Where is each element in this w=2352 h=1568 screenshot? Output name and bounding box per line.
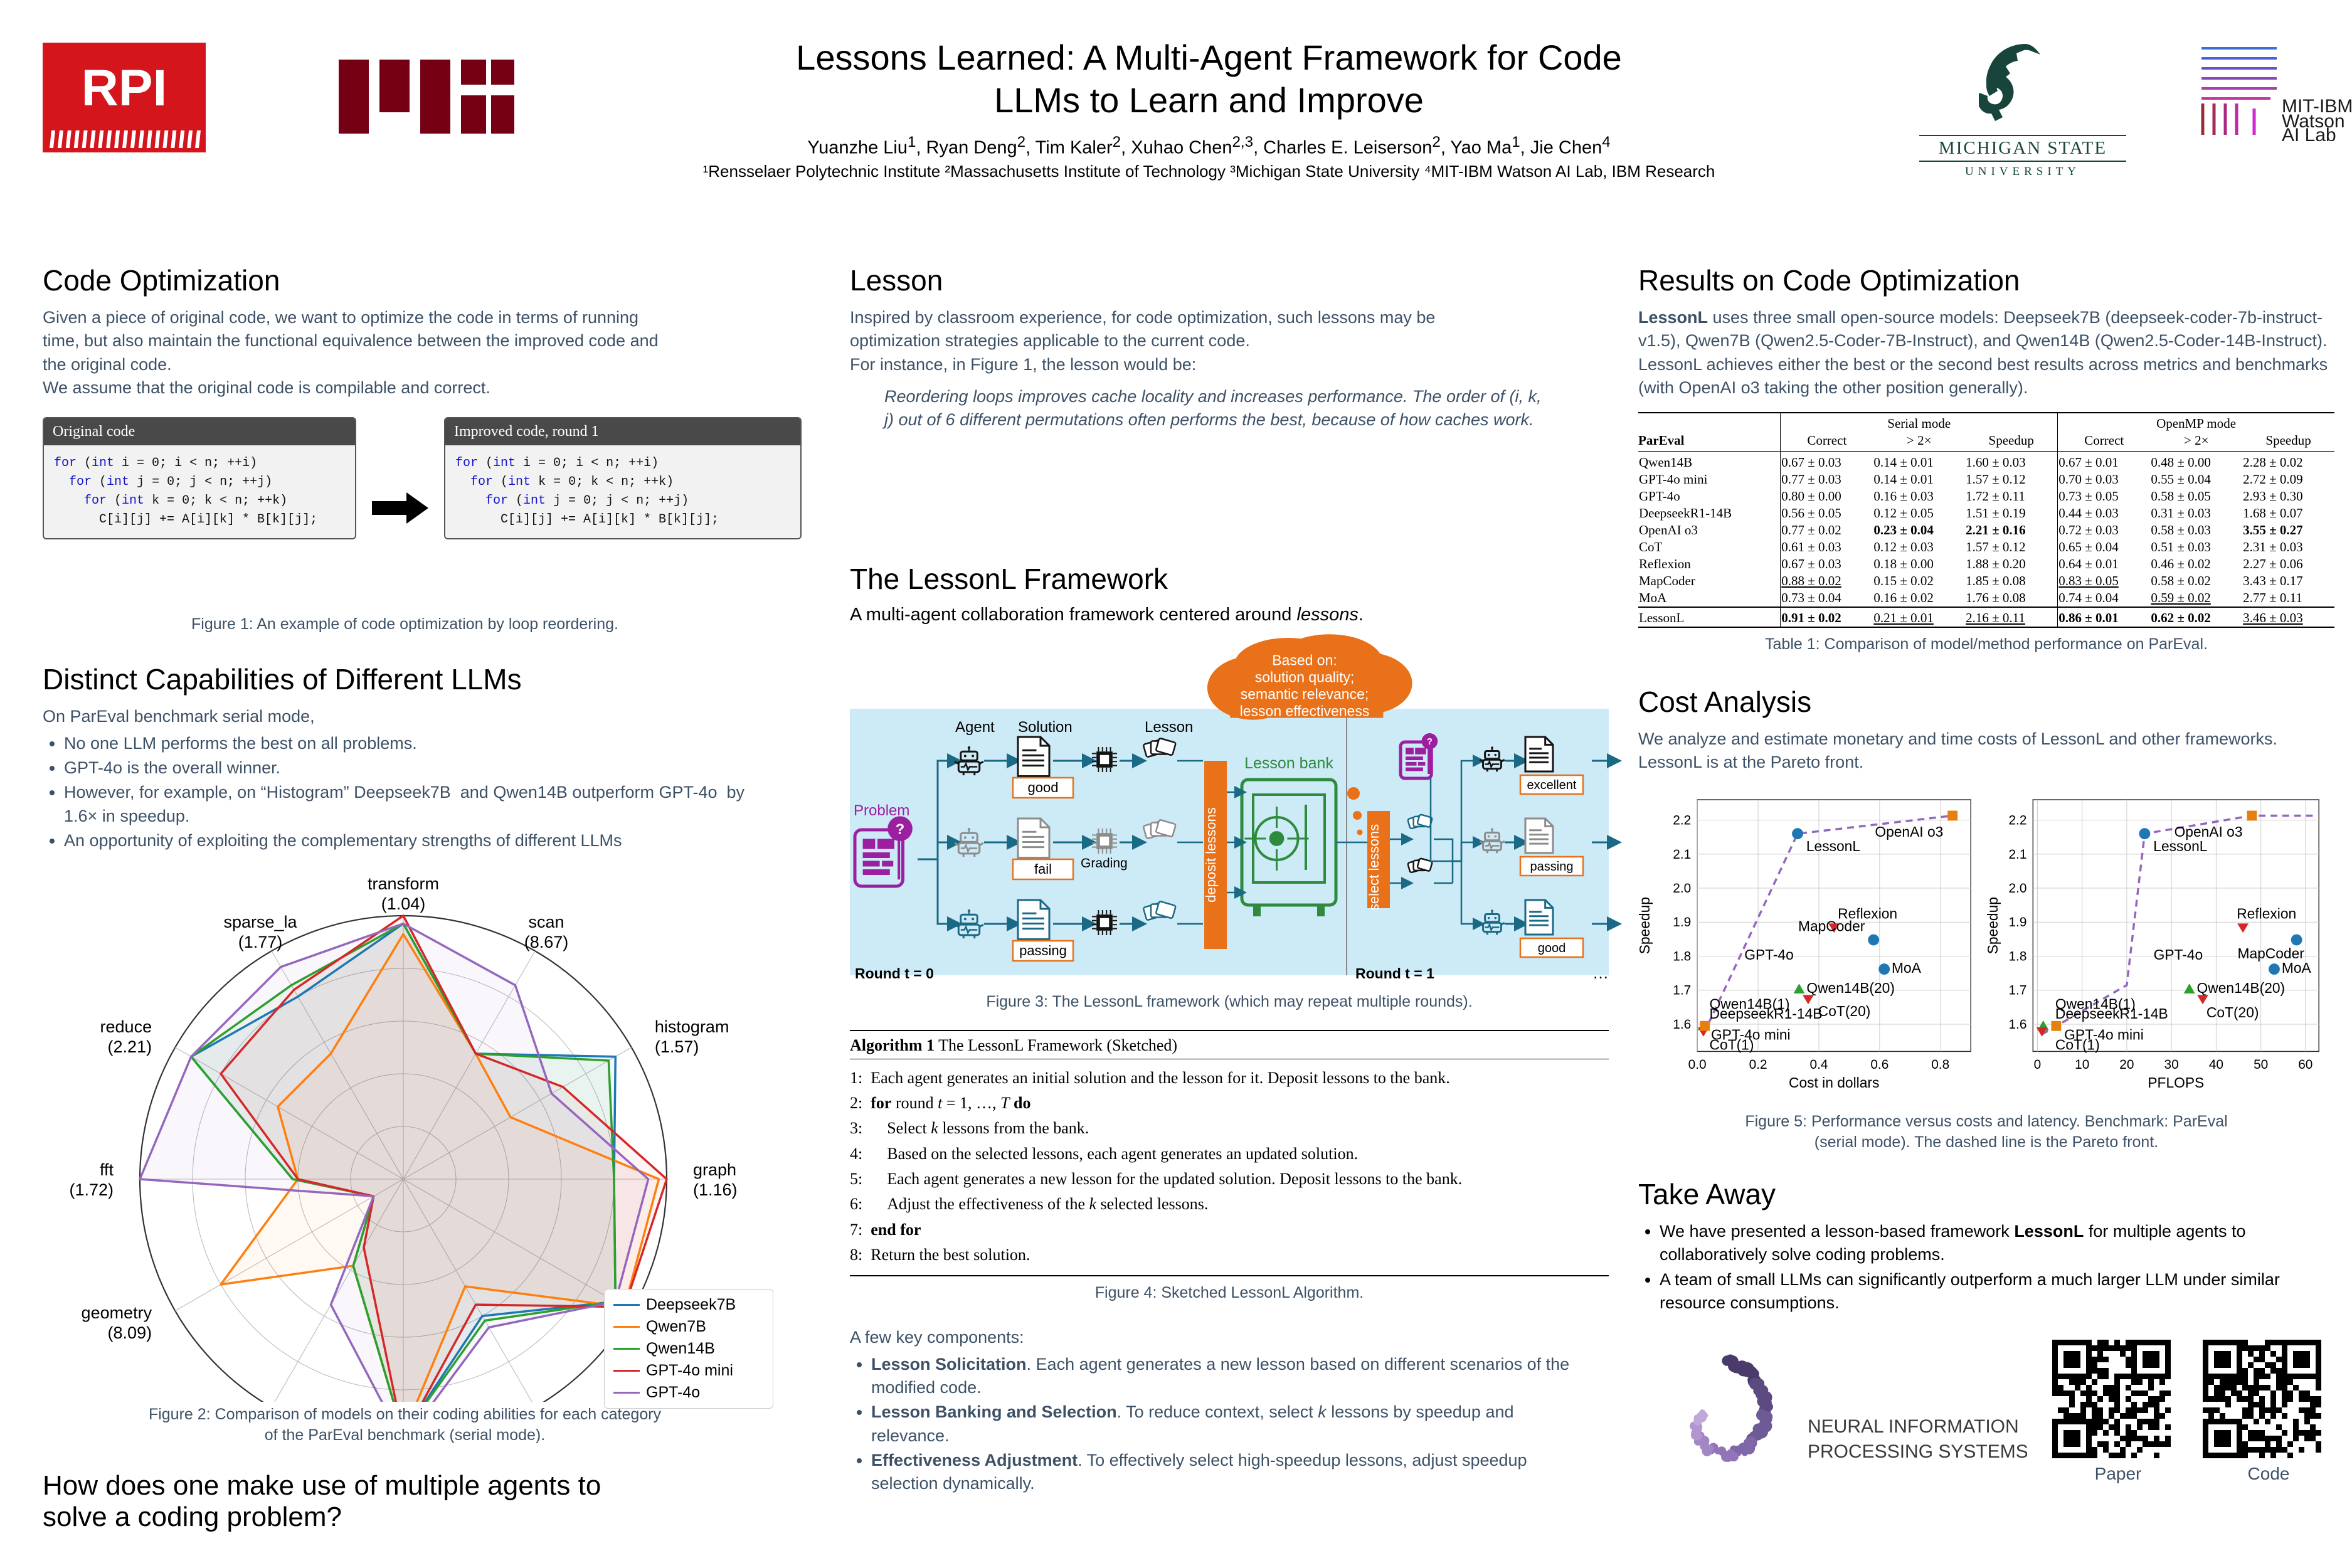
svg-text:histogram: histogram: [655, 1017, 729, 1036]
svg-text:Qwen14B(20): Qwen14B(20): [1806, 980, 1895, 996]
svg-text:Speedup: Speedup: [1638, 897, 1653, 954]
svg-text:Qwen14B(20): Qwen14B(20): [2197, 980, 2286, 996]
svg-text:passing: passing: [1019, 943, 1067, 958]
svg-text:0.2: 0.2: [1749, 1057, 1767, 1072]
svg-text:?: ?: [896, 821, 904, 837]
svg-text:RPI: RPI: [82, 60, 167, 117]
svg-text:transform: transform: [368, 874, 439, 893]
svg-text:10: 10: [2075, 1057, 2089, 1072]
svg-text:1.6: 1.6: [1673, 1017, 1691, 1032]
svg-text:2.1: 2.1: [1673, 847, 1691, 862]
svg-text:(1.77): (1.77): [238, 933, 283, 951]
svg-text:good: good: [1538, 941, 1566, 955]
svg-text:geometry: geometry: [82, 1303, 152, 1322]
svg-text:OpenAI o3: OpenAI o3: [2175, 824, 2243, 840]
svg-text:DeepseekR1-14B: DeepseekR1-14B: [1710, 1005, 1823, 1022]
svg-text:CoT(1): CoT(1): [1710, 1037, 1754, 1053]
svg-text:select lessons: select lessons: [1366, 824, 1382, 911]
svg-text:CoT(20): CoT(20): [2206, 1004, 2259, 1020]
svg-text:Speedup: Speedup: [1986, 897, 2001, 954]
svg-text:MoA: MoA: [1892, 960, 1922, 976]
svg-text:2.2: 2.2: [2008, 813, 2026, 827]
svg-text:0.4: 0.4: [1810, 1057, 1828, 1072]
svg-text:(8.67): (8.67): [524, 933, 569, 951]
svg-text:solution quality;: solution quality;: [1255, 669, 1355, 686]
svg-text:(2.21): (2.21): [108, 1037, 152, 1056]
svg-text:30: 30: [2164, 1057, 2179, 1072]
svg-text:Reflexion: Reflexion: [2237, 906, 2296, 922]
svg-text:MoA: MoA: [2282, 960, 2312, 976]
svg-text:(8.09): (8.09): [108, 1323, 152, 1342]
svg-text:Lesson: Lesson: [1145, 719, 1193, 736]
svg-text:deposit lessons: deposit lessons: [1203, 807, 1219, 903]
svg-text:sparse_la: sparse_la: [223, 913, 297, 931]
svg-text:1.9: 1.9: [2008, 915, 2026, 930]
svg-text:fft: fft: [100, 1160, 114, 1179]
svg-text:1.7: 1.7: [2008, 983, 2026, 998]
svg-text:2.0: 2.0: [1673, 881, 1691, 896]
svg-text:50: 50: [2254, 1057, 2268, 1072]
svg-text:LessonL: LessonL: [1806, 838, 1860, 854]
svg-text:DeepseekR1-14B: DeepseekR1-14B: [2055, 1005, 2168, 1022]
svg-text:GPT-4o: GPT-4o: [2154, 946, 2203, 963]
svg-text:1.9: 1.9: [1673, 915, 1691, 930]
svg-text:CoT(1): CoT(1): [2055, 1037, 2100, 1053]
svg-text:Round t = 0: Round t = 0: [855, 965, 934, 982]
svg-text:40: 40: [2209, 1057, 2223, 1072]
svg-text:1.8: 1.8: [2008, 949, 2026, 963]
svg-text:(1.04): (1.04): [381, 894, 426, 913]
svg-text:(1.16): (1.16): [693, 1180, 738, 1199]
svg-text:passing: passing: [1530, 860, 1574, 874]
svg-text:2.2: 2.2: [1673, 813, 1691, 827]
svg-text:CoT(20): CoT(20): [1818, 1003, 1871, 1019]
svg-text:PFLOPS: PFLOPS: [2148, 1074, 2204, 1091]
svg-text:fail: fail: [1034, 861, 1052, 877]
svg-text:?: ?: [1427, 736, 1433, 747]
svg-text:1.8: 1.8: [1673, 949, 1691, 963]
svg-text:AI Lab: AI Lab: [2282, 125, 2336, 141]
svg-text:…: …: [1592, 963, 1609, 982]
svg-text:(1.57): (1.57): [655, 1037, 699, 1056]
svg-text:scan: scan: [528, 913, 564, 931]
svg-text:OpenAI o3: OpenAI o3: [1875, 824, 1943, 840]
svg-text:20: 20: [2119, 1057, 2134, 1072]
svg-text:Cost in dollars: Cost in dollars: [1789, 1074, 1879, 1091]
svg-text:good: good: [1028, 780, 1059, 795]
svg-text:2.0: 2.0: [2008, 881, 2026, 896]
svg-text:0.0: 0.0: [1688, 1057, 1707, 1072]
svg-text:0.6: 0.6: [1870, 1057, 1888, 1072]
svg-text:Based on:: Based on:: [1272, 652, 1337, 669]
svg-text:LessonL: LessonL: [2153, 838, 2207, 854]
svg-text:Round t = 1: Round t = 1: [1355, 965, 1434, 982]
svg-text:Agent: Agent: [955, 719, 995, 736]
svg-text:60: 60: [2298, 1057, 2312, 1072]
svg-text:2.1: 2.1: [2008, 847, 2026, 862]
svg-text:reduce: reduce: [100, 1017, 152, 1036]
svg-text:0.8: 0.8: [1931, 1057, 1949, 1072]
svg-text:1.6: 1.6: [2008, 1017, 2026, 1032]
svg-text:Solution: Solution: [1018, 719, 1073, 736]
svg-text:excellent: excellent: [1527, 778, 1577, 792]
svg-text:MapCoder: MapCoder: [1798, 918, 1865, 935]
svg-text:lesson effectiveness: lesson effectiveness: [1240, 703, 1370, 719]
svg-text:Grading: Grading: [1081, 856, 1128, 871]
svg-text:GPT-4o: GPT-4o: [1744, 946, 1794, 963]
svg-text:PROCESSING SYSTEMS: PROCESSING SYSTEMS: [1808, 1441, 2027, 1462]
svg-text:0: 0: [2034, 1057, 2042, 1072]
svg-text:NEURAL INFORMATION: NEURAL INFORMATION: [1808, 1416, 2019, 1437]
svg-text:(1.72): (1.72): [69, 1180, 114, 1199]
svg-text:semantic relevance;: semantic relevance;: [1241, 686, 1369, 702]
svg-text:1.7: 1.7: [1673, 983, 1691, 998]
svg-text:graph: graph: [693, 1160, 736, 1179]
svg-text:Lesson bank: Lesson bank: [1244, 755, 1333, 772]
